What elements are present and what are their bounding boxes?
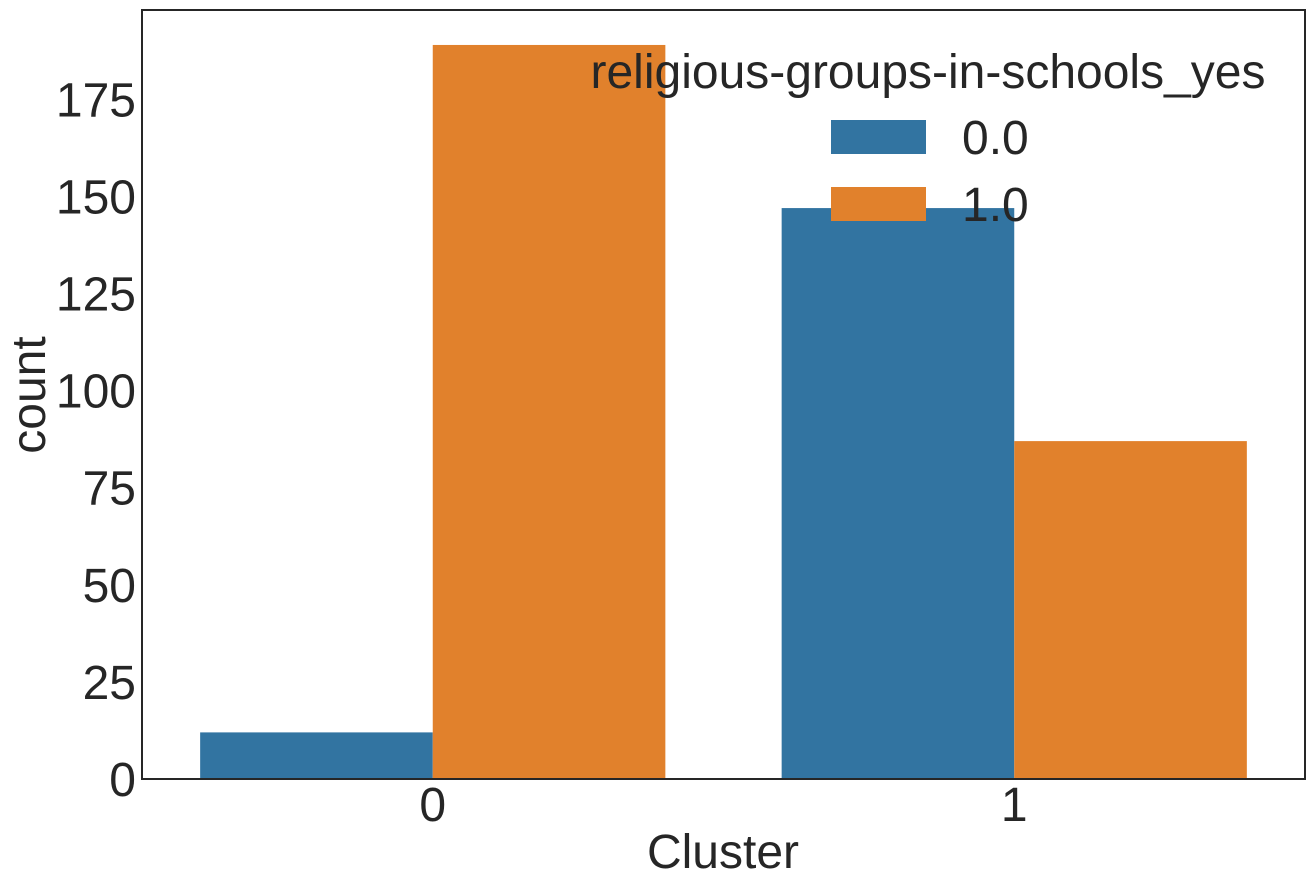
x-axis-label: Cluster: [647, 826, 799, 879]
bar-cluster-1-series-1.0: [1014, 441, 1247, 779]
plot-frame: [141, 9, 1306, 780]
bar-cluster-1-series-0.0: [781, 208, 1015, 780]
y-tick-label: 175: [56, 74, 136, 127]
y-tick-label: 75: [83, 463, 136, 516]
y-axis-ticks: 0 25 50 75 100 125 150 175: [56, 74, 136, 807]
bar-cluster-0-series-0.0: [200, 732, 433, 779]
legend-label-0.0: 0.0: [962, 112, 1029, 165]
x-tick-label: 0: [419, 779, 446, 832]
y-tick-label: 100: [56, 366, 136, 419]
y-tick-label: 150: [56, 171, 136, 224]
legend: religious-groups-in-schools_yes 0.01.0: [591, 46, 1266, 232]
bar-cluster-0-series-1.0: [432, 44, 666, 780]
y-tick-label: 0: [109, 754, 136, 807]
y-tick-label: 125: [56, 269, 136, 322]
y-axis-label: count: [3, 336, 56, 453]
y-tick-label: 25: [83, 657, 136, 710]
bars-group: [200, 44, 1247, 780]
legend-swatch-0.0: [831, 120, 926, 154]
legend-swatch-1.0: [831, 187, 926, 221]
legend-title: religious-groups-in-schools_yes: [591, 46, 1266, 99]
y-tick-label: 50: [83, 560, 136, 613]
legend-label-1.0: 1.0: [962, 179, 1029, 232]
x-tick-label: 1: [1001, 779, 1028, 832]
legend-items: 0.01.0: [831, 112, 1029, 232]
